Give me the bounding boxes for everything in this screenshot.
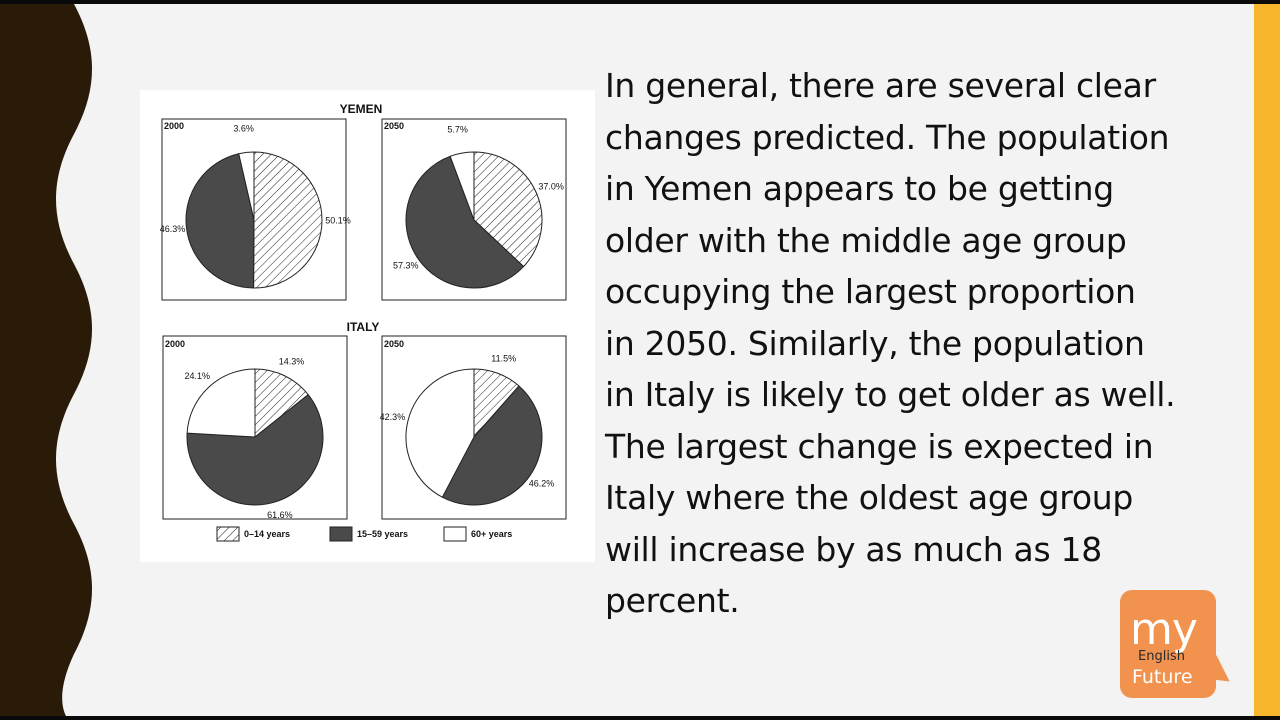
population-pie-figure: YEMEN ITALY 2000 2050 2000 2050 50.1% 46.… <box>140 90 595 562</box>
pie-slice-60-plus <box>449 151 475 221</box>
pie-slice-0-14 <box>253 151 323 289</box>
pie-slice-label-60-plus: 24.1% <box>185 371 211 381</box>
panel-year-italy-2050: 2050 <box>384 339 404 349</box>
legend: 0–14 years 15–59 years 60+ years <box>216 526 512 542</box>
pie-charts-svg: YEMEN ITALY 2000 2050 2000 2050 50.1% 46.… <box>160 102 567 542</box>
pie-slice-0-14 <box>254 368 309 439</box>
logo-text-future: Future <box>1132 666 1193 688</box>
pie-slice-label-60-plus: 42.3% <box>380 412 406 422</box>
panel-year-yemen-2000: 2000 <box>164 121 184 131</box>
pie-slice-0-14 <box>473 151 543 268</box>
pie-slice-15-59 <box>185 153 255 289</box>
pie-slice-60-plus <box>238 151 255 221</box>
legend-label-15-59: 15–59 years <box>357 529 408 539</box>
country-title-italy: ITALY <box>347 320 380 334</box>
pie-yemen-2000: 50.1% 46.3% 3.6% <box>160 124 351 289</box>
pie-slice-15-59 <box>405 155 525 289</box>
pie-slice-label-15-59: 46.3% <box>160 224 186 234</box>
pie-italy-2050: 11.5% 46.2% 42.3% <box>380 353 555 506</box>
logo-text-english: English <box>1138 649 1185 664</box>
pie-yemen-2050: 37.0% 57.3% 5.7% <box>393 124 564 289</box>
pie-slice-label-0-14: 14.3% <box>279 356 305 366</box>
pie-slice-label-15-59: 46.2% <box>529 479 555 489</box>
legend-swatch-0-14 <box>216 526 240 542</box>
legend-label-60-plus: 60+ years <box>471 529 512 539</box>
accent-bar <box>1254 4 1280 716</box>
logo-text-my: my <box>1130 604 1198 655</box>
wave-border-shape <box>0 4 92 716</box>
pie-slice-60-plus <box>186 368 256 438</box>
pie-italy-2000: 14.3% 61.6% 24.1% <box>185 356 324 520</box>
pie-slice-label-60-plus: 3.6% <box>233 124 254 134</box>
panel-year-italy-2000: 2000 <box>165 339 185 349</box>
legend-label-0-14: 0–14 years <box>244 529 290 539</box>
pie-slice-label-0-14: 11.5% <box>491 353 516 363</box>
legend-swatch-60-plus <box>443 526 467 542</box>
pie-slice-label-15-59: 61.6% <box>267 510 293 520</box>
pie-slice-label-0-14: 50.1% <box>325 215 351 225</box>
slide-body-text: In general, there are several clear chan… <box>605 66 1176 620</box>
pie-slice-15-59 <box>441 385 543 506</box>
panel-year-yemen-2050: 2050 <box>384 121 404 131</box>
pie-slice-15-59 <box>186 393 324 506</box>
pie-slice-label-60-plus: 5.7% <box>447 124 468 134</box>
my-english-future-logo: my English Future <box>1120 590 1238 702</box>
country-title-yemen: YEMEN <box>340 102 383 116</box>
pie-slice-label-15-59: 57.3% <box>393 260 419 270</box>
pie-slice-label-0-14: 37.0% <box>538 182 564 192</box>
slide: YEMEN ITALY 2000 2050 2000 2050 50.1% 46.… <box>0 4 1280 716</box>
legend-swatch-15-59 <box>329 526 353 542</box>
logo-speech-bubble <box>1120 590 1216 698</box>
wave-border-decoration <box>0 4 92 716</box>
pie-slice-60-plus <box>405 368 475 498</box>
